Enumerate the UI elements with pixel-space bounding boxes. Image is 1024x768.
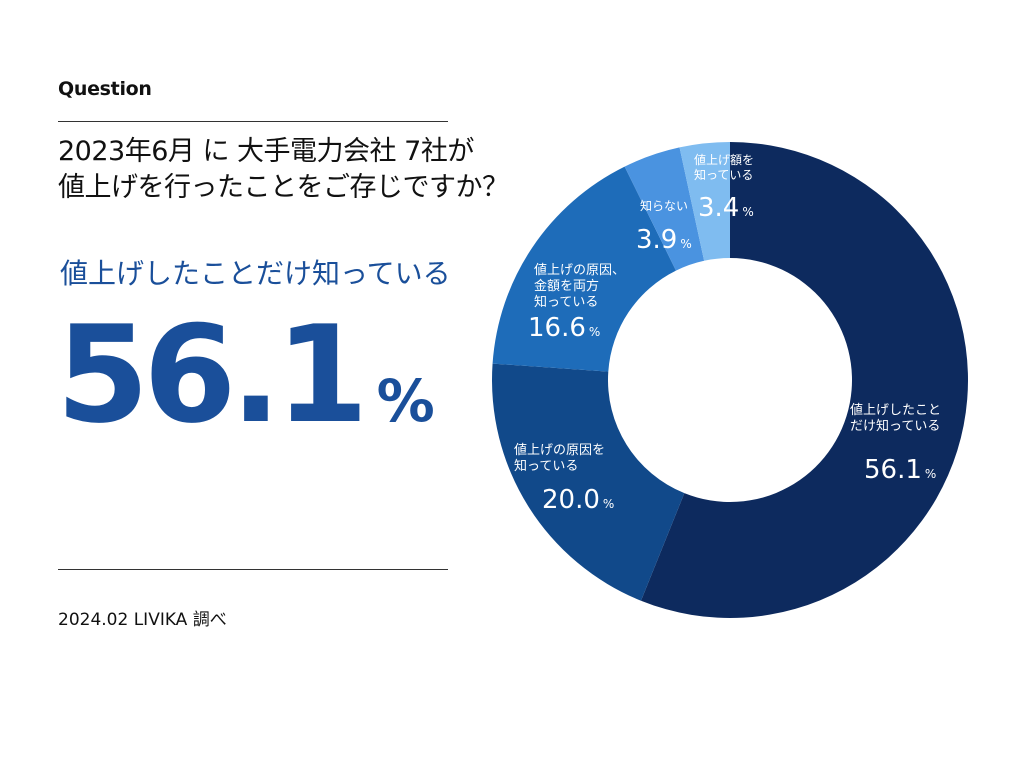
slice-label-line: 値上げの原因を	[514, 442, 605, 458]
slice-value-unit: %	[603, 497, 614, 511]
highlight-number: 56.1	[56, 297, 369, 453]
slice-value-unit: %	[589, 325, 600, 339]
donut-slice-4	[624, 147, 705, 271]
slice-value-unit: %	[680, 237, 691, 251]
question-line-2: 値上げを行ったことをご存じですか？	[58, 172, 509, 203]
slice-label-line: 値上げしたこと	[850, 402, 941, 418]
question-line-1: 2023年6月 に 大手電力会社 7社が	[58, 136, 474, 167]
slice-label-line: 知らない	[640, 199, 688, 213]
slice-label-line: 知っている	[694, 168, 753, 182]
source-note: 2024.02 LIVIKA 調べ	[58, 610, 227, 630]
divider-bottom	[58, 569, 448, 570]
donut-slice-5	[679, 142, 730, 261]
slice-value-unit: %	[742, 205, 753, 219]
slice-value: 16.6%	[528, 313, 600, 343]
question-label: Question	[58, 78, 152, 100]
highlight-value: 56.1%	[56, 300, 435, 450]
donut-slice-1	[640, 142, 968, 618]
donut-slice-3	[492, 166, 676, 372]
highlight-unit: %	[376, 367, 435, 435]
slice-label-line: だけ知っている	[850, 418, 940, 434]
question-title: 2023年6月 に 大手電力会社 7社が 値上げを行ったことをご存じですか？	[58, 134, 618, 206]
divider-top	[58, 121, 448, 122]
slice-label-line: 金額を両方	[534, 278, 599, 294]
slice-value-unit: %	[925, 467, 936, 481]
slice-label-line: 値上げ額を	[694, 152, 754, 167]
slice-label-line: 値上げの原因、	[534, 262, 625, 278]
donut-slice-2	[492, 363, 685, 601]
slice-label-line: 知っている	[514, 458, 578, 474]
highlight-label: 値上げしたことだけ知っている	[60, 257, 451, 290]
slice-label-line: 知っている	[534, 294, 598, 310]
